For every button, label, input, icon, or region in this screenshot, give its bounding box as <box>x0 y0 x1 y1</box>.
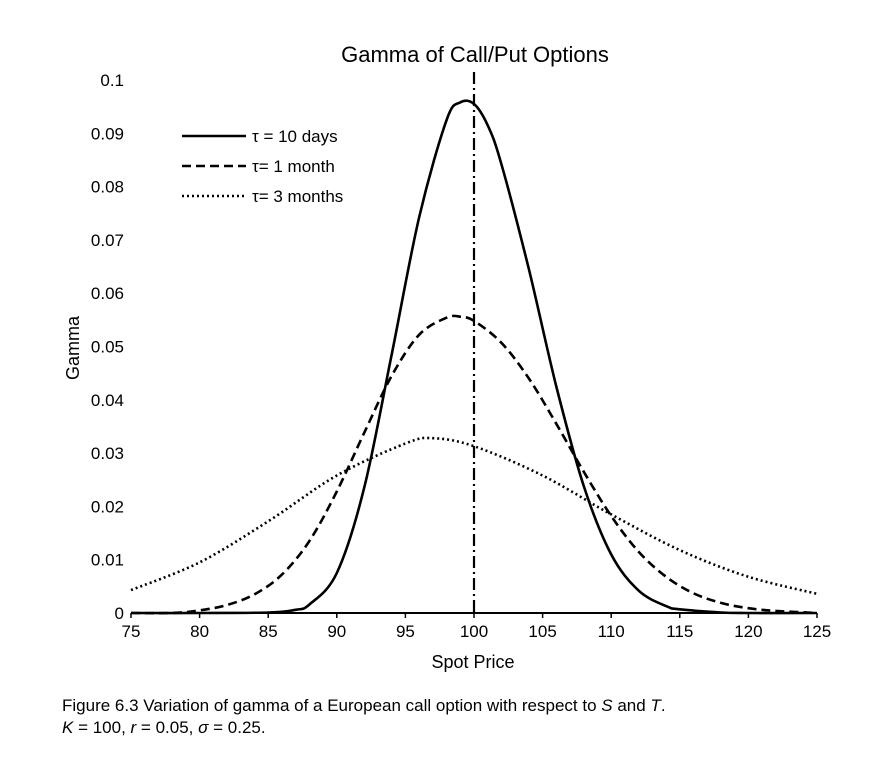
series-line-3 <box>130 436 818 596</box>
caption-symbol-t: T <box>650 696 661 715</box>
legend-label-3: τ= 3 months <box>252 187 343 206</box>
caption-text: = 0.25. <box>208 718 266 737</box>
y-tick-label: 0.05 <box>91 338 124 357</box>
y-tick-label: 0.08 <box>91 178 124 197</box>
x-tick-label: 100 <box>460 622 488 641</box>
x-tick-label: 75 <box>122 622 141 641</box>
caption-text: = 0.05, <box>136 718 199 737</box>
y-tick-label: 0.06 <box>91 284 124 303</box>
y-tick-label: 0 <box>115 604 124 623</box>
caption-symbol-s: S <box>601 696 613 715</box>
y-tick-label: 0.09 <box>91 124 124 143</box>
y-axis-label: Gamma <box>63 315 83 380</box>
x-tick-label: 125 <box>803 622 831 641</box>
curves <box>130 72 818 615</box>
y-tick-label: 0.01 <box>91 551 124 570</box>
caption-symbol-k: K <box>62 718 74 737</box>
caption-line-2: K = 100, r = 0.05, σ = 0.25. <box>62 717 862 739</box>
series-line-1 <box>130 99 818 615</box>
caption-text: = 100, <box>73 718 131 737</box>
y-tick-label: 0.1 <box>100 71 124 90</box>
gamma-chart: Gamma of Call/Put Options Gamma Spot Pri… <box>63 42 831 672</box>
x-tick-label: 110 <box>598 622 625 641</box>
caption-text: Figure 6.3 Variation of gamma of a Europ… <box>62 696 602 715</box>
legend: τ = 10 days τ= 1 month τ= 3 months <box>182 127 343 206</box>
x-tick-label: 105 <box>528 622 556 641</box>
x-tick-label: 95 <box>396 622 415 641</box>
chart-title: Gamma of Call/Put Options <box>341 42 609 67</box>
y-tick-label: 0.02 <box>91 497 124 516</box>
y-tick-label: 0.07 <box>91 231 124 250</box>
x-tick-label: 85 <box>259 622 278 641</box>
x-tick-label: 80 <box>190 622 209 641</box>
caption-line-1: Figure 6.3 Variation of gamma of a Europ… <box>62 695 862 717</box>
legend-label-1: τ = 10 days <box>252 127 338 146</box>
y-tick-label: 0.03 <box>91 444 124 463</box>
caption-text: and <box>612 696 651 715</box>
legend-label-2: τ= 1 month <box>252 157 335 176</box>
caption-symbol-sigma: σ <box>198 718 209 737</box>
x-tick-label: 115 <box>666 622 693 641</box>
caption-symbol-r: r <box>130 718 137 737</box>
caption-text: . <box>660 696 666 715</box>
figure-caption: Figure 6.3 Variation of gamma of a Europ… <box>62 695 862 739</box>
ticks: 75 80 85 90 95 100 105 110 115 120 125 0 0.01 0.02 0.0… <box>91 71 831 641</box>
x-tick-label: 120 <box>734 622 762 641</box>
y-tick-label: 0.04 <box>91 391 124 410</box>
x-axis-label: Spot Price <box>431 652 514 672</box>
series-line-2 <box>130 314 818 615</box>
x-tick-label: 90 <box>327 622 346 641</box>
